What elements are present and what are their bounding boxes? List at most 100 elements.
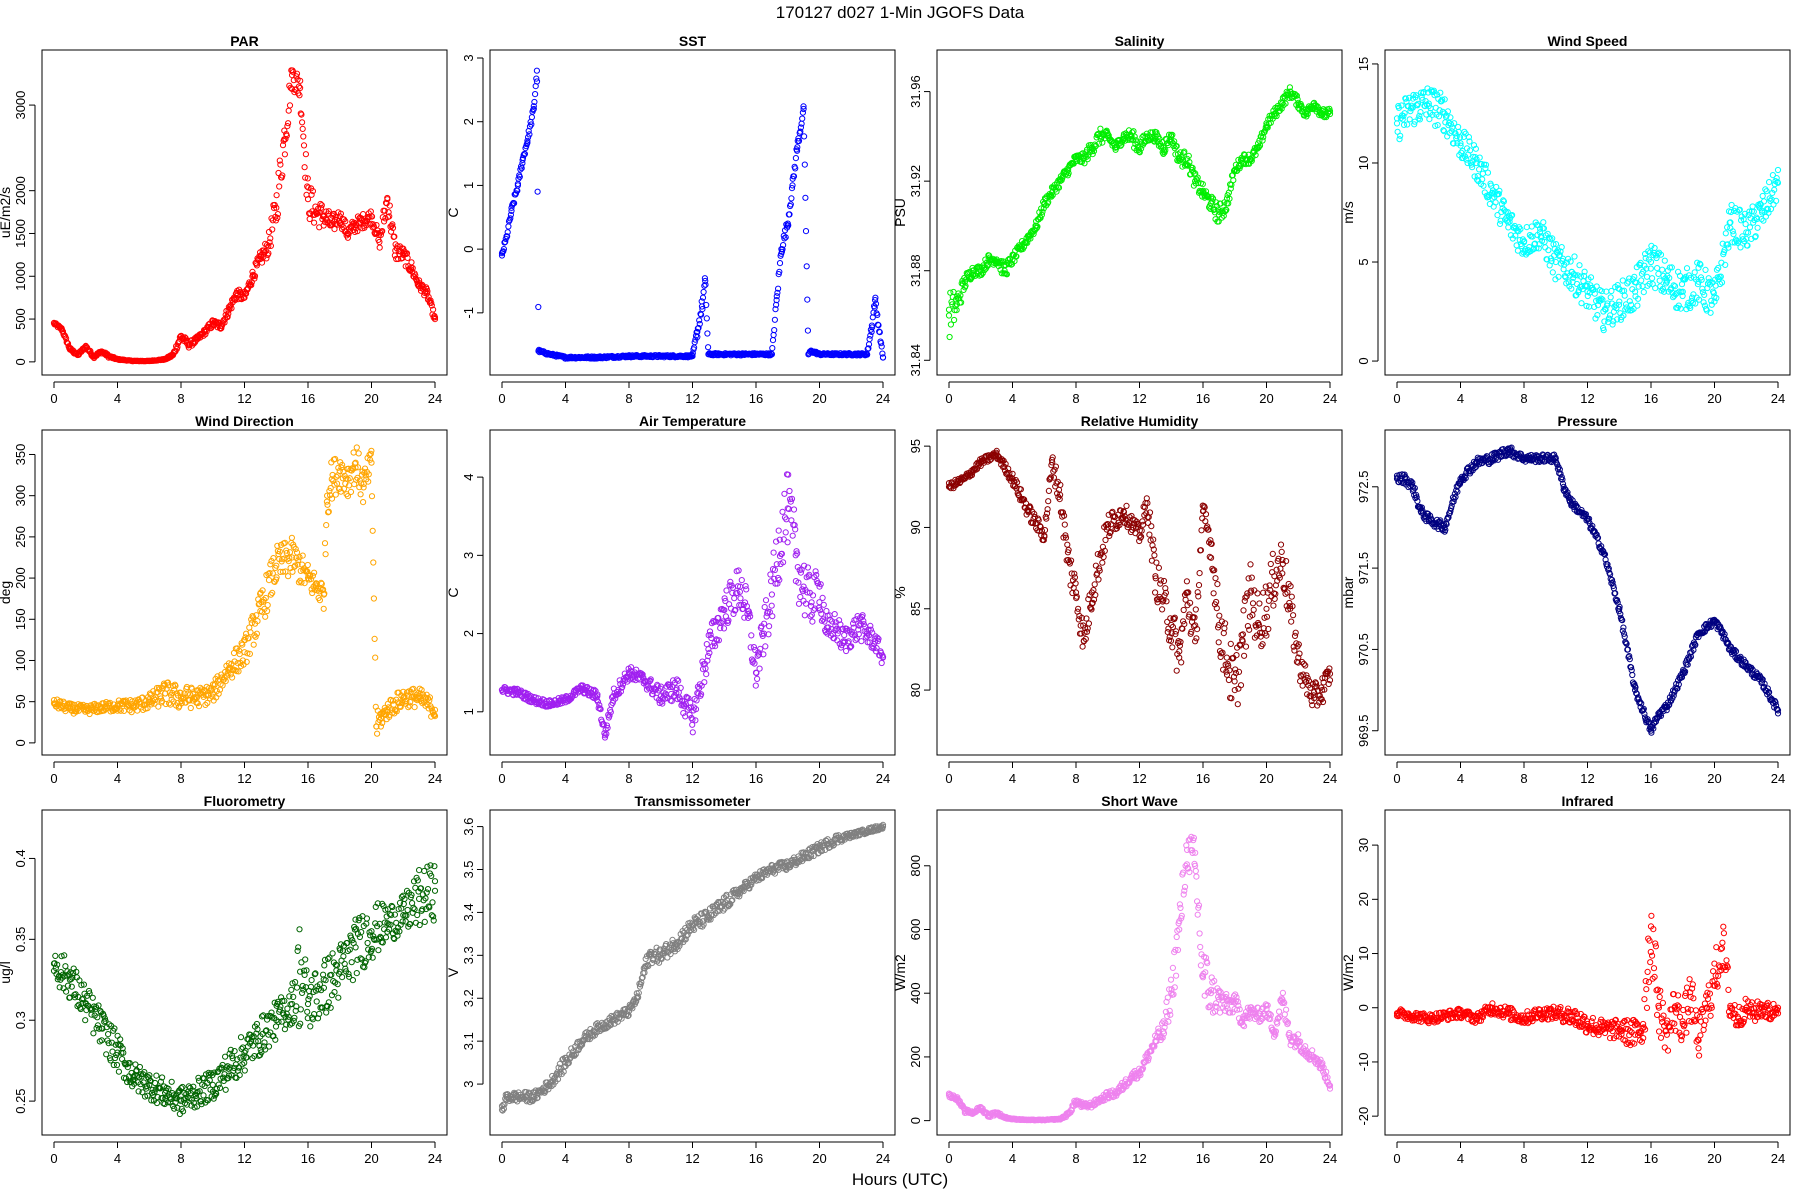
data-point [221,319,228,326]
y-tick-label: 250 [13,526,28,548]
data-point [217,322,224,329]
data-point [1045,199,1052,206]
data-point [1085,620,1093,627]
data-point [1247,155,1254,162]
data-point [602,726,609,733]
y-tick-label: 4 [461,473,476,480]
data-point [1220,666,1227,673]
data-point [1727,219,1734,226]
data-point [1626,298,1633,305]
data-point [381,207,388,214]
data-point [1117,507,1124,514]
data-point [1095,576,1102,583]
data-point [534,188,541,195]
data-point [1473,156,1480,163]
data-point [1730,231,1737,238]
data-point [1655,270,1662,277]
data-point [1100,553,1107,561]
x-tick-label: 4 [1009,391,1016,406]
data-point [1319,687,1326,694]
data-point [705,351,712,358]
data-point [953,307,960,314]
data-point [856,622,863,629]
data-point [396,703,404,710]
data-point [1163,598,1170,605]
data-point [1159,606,1166,613]
x-tick-label: 4 [114,771,121,786]
data-point [274,214,281,221]
data-point [802,194,809,201]
data-point [354,228,361,235]
data-point [114,702,121,709]
data-point [768,351,776,358]
data-point [1266,582,1273,589]
data-point [848,630,855,637]
y-tick-label: 50 [13,694,28,708]
data-point [1540,225,1548,232]
data-point [408,264,415,271]
data-point [1692,300,1699,307]
data-point [289,554,296,561]
data-point [327,485,334,492]
data-point [249,273,256,280]
data-point [1112,144,1119,151]
data-point [1489,189,1496,196]
data-point [1695,278,1702,285]
data-point [1399,116,1406,123]
data-point [961,278,969,285]
data-point [1057,481,1064,488]
data-point [1725,244,1732,251]
data-point [1057,178,1064,185]
data-point [273,574,280,581]
data-point [1080,638,1088,645]
data-point [1535,222,1542,229]
data-point [864,630,871,637]
data-point [807,613,814,620]
data-point [853,616,860,623]
data-point [1226,667,1233,674]
data-point [846,644,854,651]
data-point [1033,222,1040,229]
data-point [296,554,303,561]
data-point [1470,142,1478,149]
data-point [1630,305,1637,312]
data-point [1429,111,1436,118]
data-point [770,331,777,339]
data-point [1226,195,1233,202]
x-tick-label: 12 [1580,771,1594,786]
data-point [950,288,957,296]
data-point [1206,553,1213,561]
data-point [1559,480,1567,487]
data-point [778,248,786,255]
data-point [193,694,200,701]
data-point [264,602,271,609]
data-point [1683,306,1690,313]
data-point [386,202,393,209]
data-point [325,509,332,516]
data-point [1180,156,1187,163]
data-point [836,617,843,624]
data-point [1223,654,1230,661]
y-axis-label: C [445,207,461,217]
data-point [1484,169,1492,176]
data-point [977,459,984,466]
data-point [1441,110,1448,117]
data-point [1287,88,1294,95]
data-point [1183,578,1191,585]
data-point [1711,298,1718,305]
data-point [804,589,811,596]
data-point [1265,597,1273,604]
data-point [1272,590,1279,598]
x-tick-label: 4 [1457,391,1464,406]
data-point [1549,269,1556,276]
data-point [1462,472,1469,479]
data-point [1316,692,1323,699]
data-point [1500,198,1508,205]
data-point [947,321,955,328]
data-point [600,721,607,728]
data-point [1104,524,1111,531]
data-point [1623,304,1630,311]
data-point [779,508,786,515]
